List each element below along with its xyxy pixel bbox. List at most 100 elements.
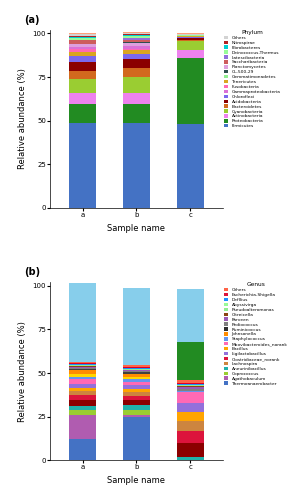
Bar <box>123 416 150 461</box>
Bar <box>123 104 150 124</box>
Bar <box>69 368 96 370</box>
Bar <box>177 421 204 430</box>
Bar <box>123 406 150 409</box>
Text: (b): (b) <box>24 267 41 277</box>
Bar <box>177 430 204 443</box>
Bar <box>177 58 204 124</box>
Bar <box>123 372 150 374</box>
Bar <box>123 48 150 50</box>
Bar <box>177 290 204 342</box>
Bar <box>123 32 150 34</box>
Text: (a): (a) <box>24 15 40 25</box>
Bar <box>177 443 204 457</box>
Bar <box>123 34 150 35</box>
Bar <box>123 40 150 42</box>
Bar <box>123 93 150 104</box>
Bar <box>177 37 204 38</box>
Bar <box>123 386 150 389</box>
Bar <box>123 68 150 77</box>
Bar <box>69 370 96 374</box>
Bar <box>123 415 150 416</box>
Bar <box>123 38 150 40</box>
Bar <box>69 400 96 406</box>
Bar <box>123 396 150 400</box>
Bar <box>177 50 204 58</box>
Bar <box>69 52 96 56</box>
Bar <box>69 365 96 366</box>
Bar <box>177 124 204 208</box>
Bar <box>123 370 150 372</box>
Bar <box>177 457 204 460</box>
Bar <box>69 93 96 104</box>
Bar <box>123 124 150 208</box>
Bar <box>69 366 96 367</box>
Bar <box>177 34 204 35</box>
Bar <box>69 71 96 79</box>
Bar <box>69 44 96 47</box>
Bar <box>177 412 204 421</box>
Bar <box>69 79 96 93</box>
Bar <box>123 410 150 415</box>
Bar <box>177 342 204 380</box>
Bar <box>69 56 96 62</box>
Bar <box>123 42 150 46</box>
Y-axis label: Relative abundance (%): Relative abundance (%) <box>18 321 27 422</box>
Bar <box>69 406 96 409</box>
Bar <box>69 124 96 208</box>
Bar <box>69 376 96 379</box>
Bar <box>123 389 150 392</box>
Bar <box>123 365 150 367</box>
Bar <box>123 35 150 36</box>
Bar <box>177 384 204 386</box>
Bar <box>177 402 204 412</box>
Bar <box>69 49 96 52</box>
Bar <box>69 384 96 388</box>
Bar <box>177 387 204 389</box>
Bar <box>69 34 96 36</box>
Bar <box>177 390 204 392</box>
Bar <box>123 382 150 386</box>
Bar <box>177 36 204 37</box>
Bar <box>69 379 96 384</box>
Bar <box>123 376 150 379</box>
Bar <box>123 379 150 382</box>
Bar <box>177 42 204 50</box>
Bar <box>69 395 96 400</box>
Bar <box>177 38 204 40</box>
Bar <box>69 367 96 368</box>
X-axis label: Sample name: Sample name <box>108 224 165 232</box>
Bar <box>123 46 150 48</box>
Bar <box>123 77 150 93</box>
X-axis label: Sample name: Sample name <box>108 476 165 485</box>
Bar <box>177 392 204 402</box>
Bar <box>177 35 204 36</box>
Bar <box>69 374 96 376</box>
Legend: Others, Escherichia-Shigella, Defllius, Abyssivirga, Pseudoalteromonas, Citreice: Others, Escherichia-Shigella, Defllius, … <box>225 282 287 386</box>
Bar <box>69 40 96 44</box>
Bar <box>69 37 96 38</box>
Bar <box>69 36 96 37</box>
Bar <box>177 386 204 387</box>
Bar <box>69 104 96 124</box>
Bar <box>69 364 96 365</box>
Bar <box>69 47 96 49</box>
Bar <box>123 54 150 59</box>
Bar <box>69 392 96 395</box>
Bar <box>123 50 150 53</box>
Bar <box>123 374 150 376</box>
Bar <box>69 283 96 362</box>
Bar <box>177 40 204 42</box>
Bar <box>177 382 204 384</box>
Bar <box>69 440 96 460</box>
Bar <box>123 288 150 365</box>
Bar <box>69 388 96 392</box>
Bar <box>69 415 96 440</box>
Bar <box>69 38 96 40</box>
Bar <box>123 368 150 370</box>
Bar <box>123 367 150 368</box>
Legend: Others, Nitrospirae, Fibrobacteres, Deinococcus-Thermus, Latescibacteria, Saccha: Others, Nitrospirae, Fibrobacteres, Dein… <box>225 30 280 128</box>
Bar <box>69 62 96 71</box>
Bar <box>123 400 150 406</box>
Bar <box>69 362 96 364</box>
Bar <box>123 59 150 69</box>
